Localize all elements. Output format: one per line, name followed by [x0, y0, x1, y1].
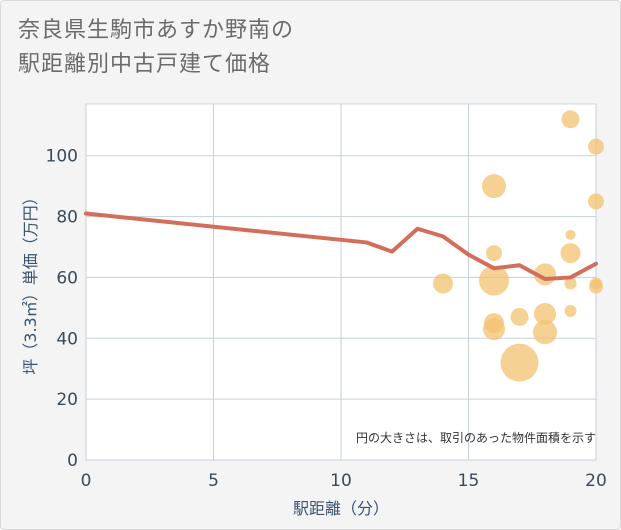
y-tick-label: 20	[56, 390, 78, 410]
y-tick-label: 80	[56, 208, 78, 228]
scatter-point	[479, 265, 509, 296]
chart-title-line2: 駅距離別中古戸建て価格	[18, 52, 272, 77]
x-tick-label: 15	[458, 471, 480, 491]
scatter-point	[482, 174, 506, 199]
chart-title-line1: 奈良県生駒市あすか野南の	[18, 18, 295, 43]
size-note: 円の大きさは、取引のあった物件面積を示す	[356, 430, 596, 445]
scatter-point	[564, 277, 577, 290]
scatter-point	[510, 307, 529, 326]
average-price-line	[84, 211, 598, 281]
scatter-point	[486, 245, 502, 262]
x-axis-label: 駅距離（分）	[293, 499, 389, 518]
scatter-point	[433, 273, 453, 294]
y-tick-label: 40	[56, 329, 78, 349]
scatter-point	[500, 343, 539, 382]
scatter-point	[588, 193, 604, 210]
scatter-point	[565, 229, 576, 240]
line-series	[84, 211, 598, 281]
x-tick-label: 5	[208, 471, 219, 491]
scatter-point	[533, 320, 557, 345]
scatter-point	[560, 243, 581, 264]
x-tick-label: 10	[330, 471, 352, 491]
x-tick-label: 0	[81, 471, 92, 491]
scatter-point	[483, 318, 505, 341]
chart-title: 奈良県生駒市あすか野南の 駅距離別中古戸建て価格	[18, 14, 294, 82]
y-axis-label: 坪（3.3㎡）単価（万円）	[21, 189, 40, 374]
y-tick-labels: 0 20 40 60 80 100	[46, 147, 78, 471]
scatter-point	[589, 279, 603, 294]
y-tick-label: 100	[46, 147, 78, 167]
scatter-point	[564, 304, 577, 317]
x-tick-labels: 0 5 10 15 20	[81, 471, 607, 491]
scatter-point	[588, 138, 604, 155]
x-tick-label: 20	[585, 471, 607, 491]
y-tick-label: 0	[67, 451, 78, 471]
scatter-point	[561, 110, 580, 129]
y-tick-label: 60	[56, 268, 78, 288]
grid-lines	[85, 104, 597, 461]
scatter-point	[534, 302, 556, 325]
scatter-series	[433, 110, 604, 382]
